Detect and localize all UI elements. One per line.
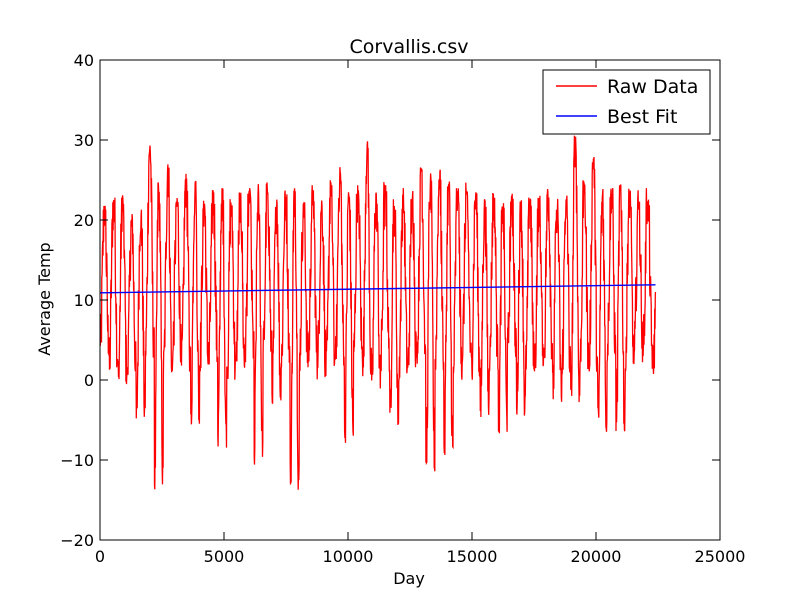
x-tick-label: 10000 <box>323 547 374 566</box>
series-line-best-fit <box>100 284 656 294</box>
x-tick-label: 5000 <box>204 547 245 566</box>
legend: Raw Data Best Fit <box>542 69 711 135</box>
x-tick-label: 0 <box>95 547 105 566</box>
y-tick-label: 30 <box>74 131 94 150</box>
series-line-raw-data <box>100 135 657 490</box>
x-axis-title: Day <box>393 569 425 588</box>
y-tick-label: −10 <box>60 451 94 470</box>
axes: 0 5000 10000 15000 20000 25000 −20 −10 0 10 20 30 40 <box>60 51 745 566</box>
x-tick-label: 25000 <box>695 547 746 566</box>
plot-area <box>100 135 657 490</box>
y-axis-title: Average Temp <box>35 242 54 355</box>
legend-box <box>542 69 711 135</box>
y-tick-label: 0 <box>84 371 94 390</box>
x-tick-label: 15000 <box>447 547 498 566</box>
y-tick-label: 40 <box>74 51 94 70</box>
y-tick-label: −20 <box>60 531 94 550</box>
y-tick-label: 10 <box>74 291 94 310</box>
y-tick-label: 20 <box>74 211 94 230</box>
legend-label-best-fit: Best Fit <box>607 106 677 128</box>
chart-title: Corvallis.csv <box>350 36 469 58</box>
x-tick-label: 20000 <box>571 547 622 566</box>
legend-label-raw-data: Raw Data <box>607 76 698 98</box>
